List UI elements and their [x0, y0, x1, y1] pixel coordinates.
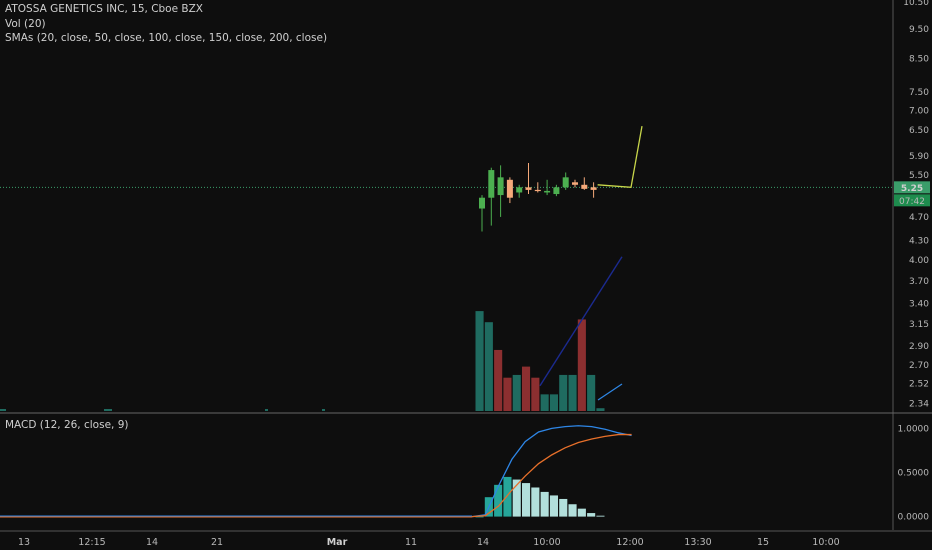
signal-line — [471, 433, 632, 518]
candle-body — [479, 197, 485, 209]
volume-bar — [484, 322, 493, 411]
price-tick-label: 2.90 — [909, 342, 929, 352]
candle-body — [534, 189, 541, 192]
price-tick-label: 4.00 — [909, 256, 929, 266]
price-tick-label: 7.50 — [909, 88, 929, 98]
sma-overlay-line — [597, 126, 643, 189]
chart-title: ATOSSA GENETICS INC, 15, Cboe BZX — [5, 3, 203, 15]
candle-body — [497, 177, 504, 196]
history-volume-bar — [322, 409, 325, 411]
volume-legend: Vol (20) — [5, 18, 46, 30]
volume-bar — [577, 319, 586, 411]
macd-histogram-bar — [475, 516, 484, 518]
macd-histogram-bar — [494, 484, 503, 517]
price-tick-label: 2.34 — [909, 399, 929, 409]
price-tick-label: 6.50 — [909, 126, 929, 136]
price-tick-label: 9.50 — [909, 25, 929, 35]
candle-body — [572, 182, 578, 185]
price-tick-label: 3.15 — [909, 320, 929, 330]
macd-histogram-bar — [522, 483, 531, 517]
time-tick-label: 11 — [405, 537, 417, 548]
macd-histogram-bar — [568, 504, 577, 517]
macd-legend: MACD (12, 26, close, 9) — [5, 419, 129, 431]
macd-histogram-bar — [540, 491, 549, 517]
sma-long-line — [539, 256, 623, 387]
countdown-value: 07:42 — [899, 197, 925, 207]
candle-body — [562, 177, 569, 188]
time-tick-label: 13:30 — [684, 537, 711, 548]
volume-bar — [494, 349, 503, 411]
time-tick-label: 21 — [211, 537, 223, 548]
time-tick-label: 13 — [18, 537, 30, 548]
price-tick-label: 3.70 — [909, 277, 929, 287]
price-tick-label: 2.52 — [909, 380, 929, 390]
time-tick-label: 12:00 — [616, 537, 643, 548]
candle-body — [525, 187, 532, 190]
macd-histogram-bar — [559, 498, 568, 517]
macd-histogram-bar — [587, 513, 596, 517]
macd-histogram-bar — [531, 487, 540, 517]
time-tick-label: 10:00 — [533, 537, 560, 548]
volume-bar — [531, 377, 540, 411]
time-tick-label: 15 — [757, 537, 769, 548]
candle-body — [506, 179, 513, 198]
volume-bar — [475, 311, 484, 411]
sma-short-volume-line — [597, 383, 623, 401]
history-volume-bar — [265, 409, 268, 411]
price-tick-label: 4.70 — [909, 213, 929, 223]
sma-legend: SMAs (20, close, 50, close, 100, close, … — [5, 32, 328, 44]
macd-tick-label: 1.0000 — [898, 424, 930, 434]
price-tick-label: 7.00 — [909, 106, 929, 116]
candle-body — [488, 170, 495, 198]
volume-bar — [512, 374, 521, 411]
candle-body — [590, 187, 597, 190]
price-tick-label: 5.50 — [909, 171, 929, 181]
price-tick-label: 4.30 — [909, 237, 929, 247]
volume-bar — [596, 408, 605, 411]
macd-histogram-bar — [577, 508, 586, 517]
time-tick-label: 14 — [477, 537, 489, 548]
time-tick-label: 14 — [146, 537, 158, 548]
history-volume-bar — [0, 409, 6, 411]
candle-body — [544, 190, 551, 193]
price-tick-label: 10.50 — [903, 0, 929, 8]
candle-body — [581, 184, 588, 189]
volume-bar — [522, 366, 531, 411]
volume-bar — [549, 394, 558, 411]
price-tick-label: 3.40 — [909, 299, 929, 309]
volume-bar — [503, 377, 512, 411]
macd-histogram-bar — [596, 515, 605, 517]
candle-body — [516, 187, 523, 193]
history-volume-bar — [104, 409, 112, 411]
time-tick-label: 12:15 — [78, 537, 105, 548]
volume-bar — [568, 374, 577, 411]
price-tick-label: 2.70 — [909, 361, 929, 371]
macd-line — [471, 425, 632, 518]
macd-tick-label: 0.0000 — [898, 513, 930, 523]
price-tick-label: 8.50 — [909, 54, 929, 64]
volume-bar — [540, 394, 549, 411]
volume-bar — [587, 374, 596, 411]
last-price-badge — [894, 181, 930, 194]
macd-tick-label: 0.5000 — [898, 469, 930, 479]
time-tick-label: 10:00 — [812, 537, 839, 548]
macd-histogram-bar — [549, 495, 558, 517]
last-price-value: 5.25 — [901, 184, 923, 194]
macd-histogram-bar — [503, 476, 512, 517]
time-tick-label: Mar — [327, 537, 348, 548]
candle-body — [553, 187, 560, 195]
volume-bar — [559, 374, 568, 411]
countdown-badge — [894, 194, 930, 207]
macd-histogram-bar — [512, 479, 521, 517]
price-tick-label: 5.90 — [909, 152, 929, 162]
